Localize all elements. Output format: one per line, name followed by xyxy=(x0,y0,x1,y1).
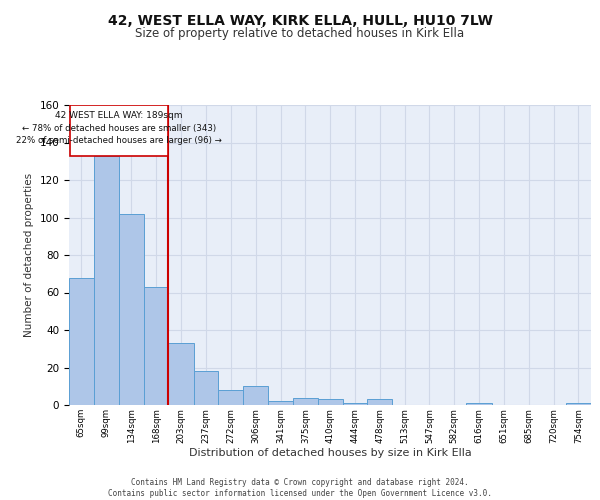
Bar xyxy=(194,371,218,405)
Bar xyxy=(466,403,491,405)
Text: Contains HM Land Registry data © Crown copyright and database right 2024.
Contai: Contains HM Land Registry data © Crown c… xyxy=(108,478,492,498)
Text: Size of property relative to detached houses in Kirk Ella: Size of property relative to detached ho… xyxy=(136,28,464,40)
Bar xyxy=(94,156,119,405)
Text: 42 WEST ELLA WAY: 189sqm: 42 WEST ELLA WAY: 189sqm xyxy=(55,110,182,120)
Bar xyxy=(244,386,268,405)
Bar xyxy=(293,398,318,405)
FancyBboxPatch shape xyxy=(70,105,168,156)
Y-axis label: Number of detached properties: Number of detached properties xyxy=(24,173,34,337)
Bar xyxy=(218,390,244,405)
Bar xyxy=(318,400,343,405)
Bar xyxy=(268,401,293,405)
Text: ← 78% of detached houses are smaller (343): ← 78% of detached houses are smaller (34… xyxy=(22,124,216,132)
Bar xyxy=(144,287,169,405)
Text: 42, WEST ELLA WAY, KIRK ELLA, HULL, HU10 7LW: 42, WEST ELLA WAY, KIRK ELLA, HULL, HU10… xyxy=(107,14,493,28)
X-axis label: Distribution of detached houses by size in Kirk Ella: Distribution of detached houses by size … xyxy=(188,448,472,458)
Bar xyxy=(119,214,144,405)
Text: 22% of semi-detached houses are larger (96) →: 22% of semi-detached houses are larger (… xyxy=(16,136,221,145)
Bar xyxy=(343,403,367,405)
Bar xyxy=(169,343,194,405)
Bar xyxy=(566,403,591,405)
Bar xyxy=(69,278,94,405)
Bar xyxy=(367,400,392,405)
